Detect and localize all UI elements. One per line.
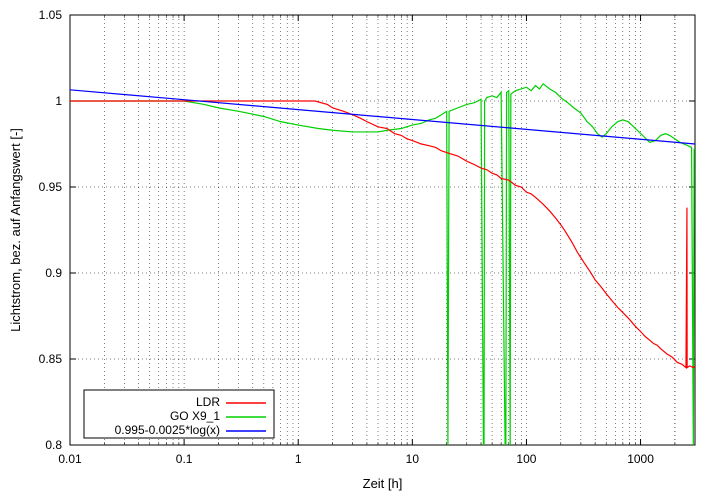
x-axis-label: Zeit [h]: [363, 476, 403, 491]
x-tick-label: 10: [406, 452, 420, 466]
x-tick-label: 1000: [627, 452, 654, 466]
x-tick-label: 100: [516, 452, 536, 466]
y-tick-label: 0.8: [45, 438, 62, 452]
x-tick-label: 1: [295, 452, 302, 466]
chart-svg: 0.01 0.1 1 10 100 1000 0.8 0.85 0.9 0.95 1 1.05 Zeit…: [0, 0, 713, 500]
legend-label: GO X9_1: [170, 409, 220, 423]
x-tick-label: 0.1: [176, 452, 193, 466]
y-tick-label: 0.9: [45, 266, 62, 280]
y-tick-label: 0.85: [39, 352, 63, 366]
legend-label: LDR: [196, 395, 220, 409]
y-axis-label: Lichtstrom, bez. auf Anfangswert [-]: [8, 128, 23, 332]
x-tick-label: 0.01: [58, 452, 82, 466]
legend: LDRGO X9_10.995-0.0025*log(x): [84, 390, 274, 438]
legend-label: 0.995-0.0025*log(x): [115, 423, 220, 437]
y-tick-label: 1: [55, 94, 62, 108]
y-tick-label: 0.95: [39, 180, 63, 194]
chart-container: 0.01 0.1 1 10 100 1000 0.8 0.85 0.9 0.95 1 1.05 Zeit…: [0, 0, 713, 500]
y-tick-label: 1.05: [39, 8, 63, 22]
